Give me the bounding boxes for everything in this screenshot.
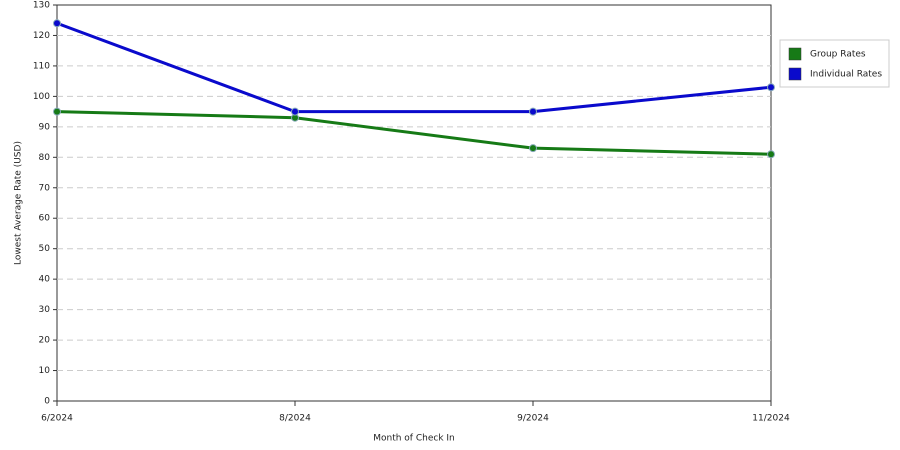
legend-label: Individual Rates — [810, 70, 882, 80]
series-line — [56, 110, 772, 156]
legend-label: Group Rates — [810, 50, 866, 60]
y-tick-label: 10 — [39, 366, 51, 376]
data-point — [767, 150, 775, 159]
x-tick-label: 9/2024 — [517, 414, 549, 424]
legend-swatch — [788, 67, 802, 81]
x-tick-label: 11/2024 — [752, 414, 790, 424]
y-tick-label: 40 — [39, 275, 51, 285]
y-tick-label: 30 — [39, 305, 51, 315]
data-point — [53, 107, 61, 116]
data-point — [291, 107, 299, 116]
series-line — [56, 21, 772, 114]
y-tick-label: 20 — [39, 336, 51, 346]
y-tick-label: 110 — [33, 61, 50, 71]
data-point — [53, 19, 61, 28]
y-tick-label: 90 — [39, 122, 51, 132]
y-axis-title: Lowest Average Rate (USD) — [14, 141, 24, 265]
data-point — [529, 107, 537, 116]
x-axis-title: Month of Check In — [373, 434, 455, 444]
legend-swatch — [788, 47, 802, 61]
y-tick-label: 50 — [39, 244, 51, 254]
y-tick-label: 120 — [33, 31, 50, 41]
y-tick-label: 100 — [33, 92, 50, 102]
plot-frame — [56, 4, 772, 402]
y-tick-label: 80 — [39, 153, 51, 163]
y-tick-label: 130 — [33, 1, 50, 11]
y-tick-label: 0 — [44, 397, 50, 407]
data-point — [767, 83, 775, 92]
x-tick-label: 8/2024 — [279, 414, 311, 424]
x-tick-label: 6/2024 — [41, 414, 73, 424]
y-tick-label: 60 — [39, 214, 51, 224]
y-tick-label: 70 — [39, 183, 51, 193]
data-point — [529, 144, 537, 153]
